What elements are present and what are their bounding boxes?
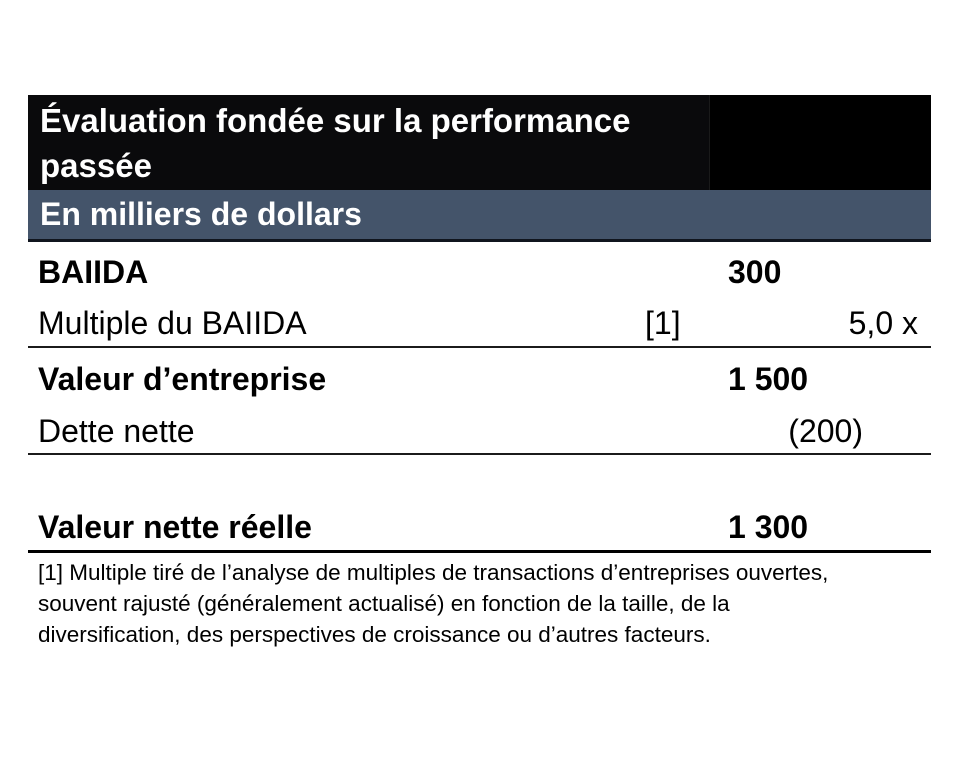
title-bar-empty-cell <box>709 95 931 190</box>
valuation-sheet: Évaluation fondée sur la performance pas… <box>28 95 931 650</box>
units-label: En milliers de dollars <box>40 196 362 232</box>
table-row-net-real-value: Valeur nette réelle 1 300 <box>28 505 931 553</box>
row-value: (200) <box>788 413 863 449</box>
table-row-baiida: BAIIDA 300 <box>28 242 931 300</box>
table-row-enterprise-value: Valeur d’entreprise 1 500 <box>28 348 931 410</box>
row-label: Dette nette <box>38 413 195 449</box>
row-label: Multiple du BAIIDA <box>38 305 307 341</box>
title-bar: Évaluation fondée sur la performance pas… <box>28 95 931 190</box>
row-value: 5,0 x <box>848 305 918 341</box>
row-value: 1 300 <box>728 509 809 545</box>
row-label: Valeur d’entreprise <box>38 361 327 397</box>
spacer-row <box>28 455 931 505</box>
table-row-ebitda-multiple: Multiple du BAIIDA [1] 5,0 x <box>28 300 931 348</box>
units-bar: En milliers de dollars <box>28 190 931 242</box>
table-row-net-debt: Dette nette (200) <box>28 410 931 455</box>
footnote-line-2: souvent rajusté (généralement actualisé)… <box>38 591 730 616</box>
footnote: [1] Multiple tiré de l’analyse de multip… <box>28 553 931 650</box>
footnote-line-1: [1] Multiple tiré de l’analyse de multip… <box>38 560 829 585</box>
row-value: 300 <box>728 254 782 290</box>
row-value: 1 500 <box>728 361 809 397</box>
footnote-line-3: diversification, des perspectives de cro… <box>38 622 711 647</box>
sheet-title: Évaluation fondée sur la performance pas… <box>40 102 631 184</box>
row-label: Valeur nette réelle <box>38 509 312 545</box>
footnote-ref: [1] <box>645 305 681 341</box>
row-label: BAIIDA <box>38 254 149 290</box>
